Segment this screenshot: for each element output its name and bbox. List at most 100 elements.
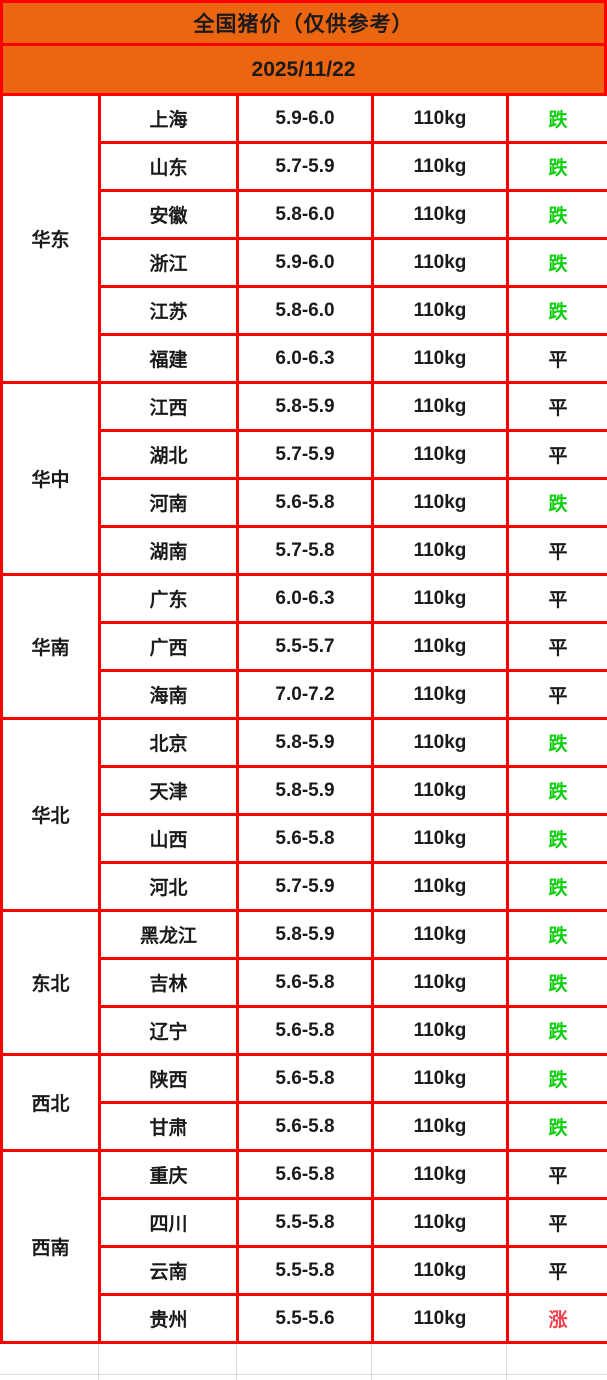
trend-cell[interactable]: 平 xyxy=(508,623,607,671)
price-cell[interactable]: 5.6-5.8 xyxy=(238,1007,373,1055)
price-cell[interactable]: 5.5-5.8 xyxy=(238,1199,373,1247)
weight-cell[interactable]: 110kg xyxy=(373,431,508,479)
price-cell[interactable]: 5.5-5.8 xyxy=(238,1247,373,1295)
province-cell[interactable]: 云南 xyxy=(100,1247,238,1295)
trend-cell[interactable]: 跌 xyxy=(508,767,607,815)
trend-cell[interactable]: 跌 xyxy=(508,911,607,959)
province-cell[interactable]: 浙江 xyxy=(100,239,238,287)
trend-cell[interactable]: 跌 xyxy=(508,239,607,287)
province-cell[interactable]: 湖南 xyxy=(100,527,238,575)
weight-cell[interactable]: 110kg xyxy=(373,815,508,863)
sheet-title-cell[interactable]: 全国猪价（仅供参考） xyxy=(0,0,607,46)
province-cell[interactable]: 河北 xyxy=(100,863,238,911)
price-cell[interactable]: 5.9-6.0 xyxy=(238,95,373,143)
trend-cell[interactable]: 平 xyxy=(508,383,607,431)
province-cell[interactable]: 吉林 xyxy=(100,959,238,1007)
price-cell[interactable]: 5.6-5.8 xyxy=(238,1103,373,1151)
province-cell[interactable]: 北京 xyxy=(100,719,238,767)
trend-cell[interactable]: 涨 xyxy=(508,1295,607,1343)
trend-cell[interactable]: 跌 xyxy=(508,1007,607,1055)
weight-cell[interactable]: 110kg xyxy=(373,479,508,527)
trend-cell[interactable]: 跌 xyxy=(508,1103,607,1151)
weight-cell[interactable]: 110kg xyxy=(373,1007,508,1055)
province-cell[interactable]: 甘肃 xyxy=(100,1103,238,1151)
weight-cell[interactable]: 110kg xyxy=(373,1199,508,1247)
weight-cell[interactable]: 110kg xyxy=(373,1295,508,1343)
weight-cell[interactable]: 110kg xyxy=(373,1247,508,1295)
trend-cell[interactable]: 跌 xyxy=(508,95,607,143)
weight-cell[interactable]: 110kg xyxy=(373,383,508,431)
region-cell[interactable]: 华东 xyxy=(2,95,100,383)
weight-cell[interactable]: 110kg xyxy=(373,239,508,287)
trend-cell[interactable]: 平 xyxy=(508,1151,607,1199)
province-cell[interactable]: 山西 xyxy=(100,815,238,863)
price-cell[interactable]: 5.8-5.9 xyxy=(238,911,373,959)
price-cell[interactable]: 5.7-5.9 xyxy=(238,431,373,479)
weight-cell[interactable]: 110kg xyxy=(373,335,508,383)
weight-cell[interactable]: 110kg xyxy=(373,191,508,239)
province-cell[interactable]: 黑龙江 xyxy=(100,911,238,959)
price-cell[interactable]: 5.9-6.0 xyxy=(238,239,373,287)
price-cell[interactable]: 5.6-5.8 xyxy=(238,815,373,863)
price-cell[interactable]: 6.0-6.3 xyxy=(238,575,373,623)
trend-cell[interactable]: 平 xyxy=(508,1247,607,1295)
province-cell[interactable]: 河南 xyxy=(100,479,238,527)
region-cell[interactable]: 东北 xyxy=(2,911,100,1055)
price-cell[interactable]: 5.6-5.8 xyxy=(238,959,373,1007)
price-cell[interactable]: 5.5-5.7 xyxy=(238,623,373,671)
price-cell[interactable]: 7.0-7.2 xyxy=(238,671,373,719)
trend-cell[interactable]: 平 xyxy=(508,575,607,623)
province-cell[interactable]: 江苏 xyxy=(100,287,238,335)
province-cell[interactable]: 广西 xyxy=(100,623,238,671)
province-cell[interactable]: 上海 xyxy=(100,95,238,143)
weight-cell[interactable]: 110kg xyxy=(373,527,508,575)
province-cell[interactable]: 安徽 xyxy=(100,191,238,239)
trend-cell[interactable]: 跌 xyxy=(508,863,607,911)
weight-cell[interactable]: 110kg xyxy=(373,959,508,1007)
price-cell[interactable]: 5.8-5.9 xyxy=(238,719,373,767)
trend-cell[interactable]: 跌 xyxy=(508,959,607,1007)
price-cell[interactable]: 5.6-5.8 xyxy=(238,1151,373,1199)
price-cell[interactable]: 5.6-5.8 xyxy=(238,479,373,527)
weight-cell[interactable]: 110kg xyxy=(373,143,508,191)
trend-cell[interactable]: 平 xyxy=(508,431,607,479)
province-cell[interactable]: 江西 xyxy=(100,383,238,431)
weight-cell[interactable]: 110kg xyxy=(373,863,508,911)
province-cell[interactable]: 陕西 xyxy=(100,1055,238,1103)
trend-cell[interactable]: 平 xyxy=(508,335,607,383)
province-cell[interactable]: 福建 xyxy=(100,335,238,383)
region-cell[interactable]: 华南 xyxy=(2,575,100,719)
weight-cell[interactable]: 110kg xyxy=(373,95,508,143)
region-cell[interactable]: 华中 xyxy=(2,383,100,575)
trend-cell[interactable]: 跌 xyxy=(508,479,607,527)
province-cell[interactable]: 湖北 xyxy=(100,431,238,479)
province-cell[interactable]: 山东 xyxy=(100,143,238,191)
price-cell[interactable]: 5.8-5.9 xyxy=(238,383,373,431)
price-cell[interactable]: 5.5-5.6 xyxy=(238,1295,373,1343)
trend-cell[interactable]: 跌 xyxy=(508,1055,607,1103)
weight-cell[interactable]: 110kg xyxy=(373,1103,508,1151)
price-cell[interactable]: 5.7-5.9 xyxy=(238,863,373,911)
region-cell[interactable]: 华北 xyxy=(2,719,100,911)
province-cell[interactable]: 重庆 xyxy=(100,1151,238,1199)
price-cell[interactable]: 5.8-6.0 xyxy=(238,191,373,239)
weight-cell[interactable]: 110kg xyxy=(373,1055,508,1103)
province-cell[interactable]: 海南 xyxy=(100,671,238,719)
trend-cell[interactable]: 平 xyxy=(508,671,607,719)
province-cell[interactable]: 天津 xyxy=(100,767,238,815)
province-cell[interactable]: 贵州 xyxy=(100,1295,238,1343)
province-cell[interactable]: 辽宁 xyxy=(100,1007,238,1055)
price-cell[interactable]: 6.0-6.3 xyxy=(238,335,373,383)
weight-cell[interactable]: 110kg xyxy=(373,575,508,623)
trend-cell[interactable]: 跌 xyxy=(508,143,607,191)
trend-cell[interactable]: 跌 xyxy=(508,719,607,767)
price-cell[interactable]: 5.7-5.8 xyxy=(238,527,373,575)
trend-cell[interactable]: 平 xyxy=(508,527,607,575)
trend-cell[interactable]: 平 xyxy=(508,1199,607,1247)
region-cell[interactable]: 西南 xyxy=(2,1151,100,1343)
trend-cell[interactable]: 跌 xyxy=(508,287,607,335)
region-cell[interactable]: 西北 xyxy=(2,1055,100,1151)
province-cell[interactable]: 广东 xyxy=(100,575,238,623)
trend-cell[interactable]: 跌 xyxy=(508,815,607,863)
price-cell[interactable]: 5.6-5.8 xyxy=(238,1055,373,1103)
